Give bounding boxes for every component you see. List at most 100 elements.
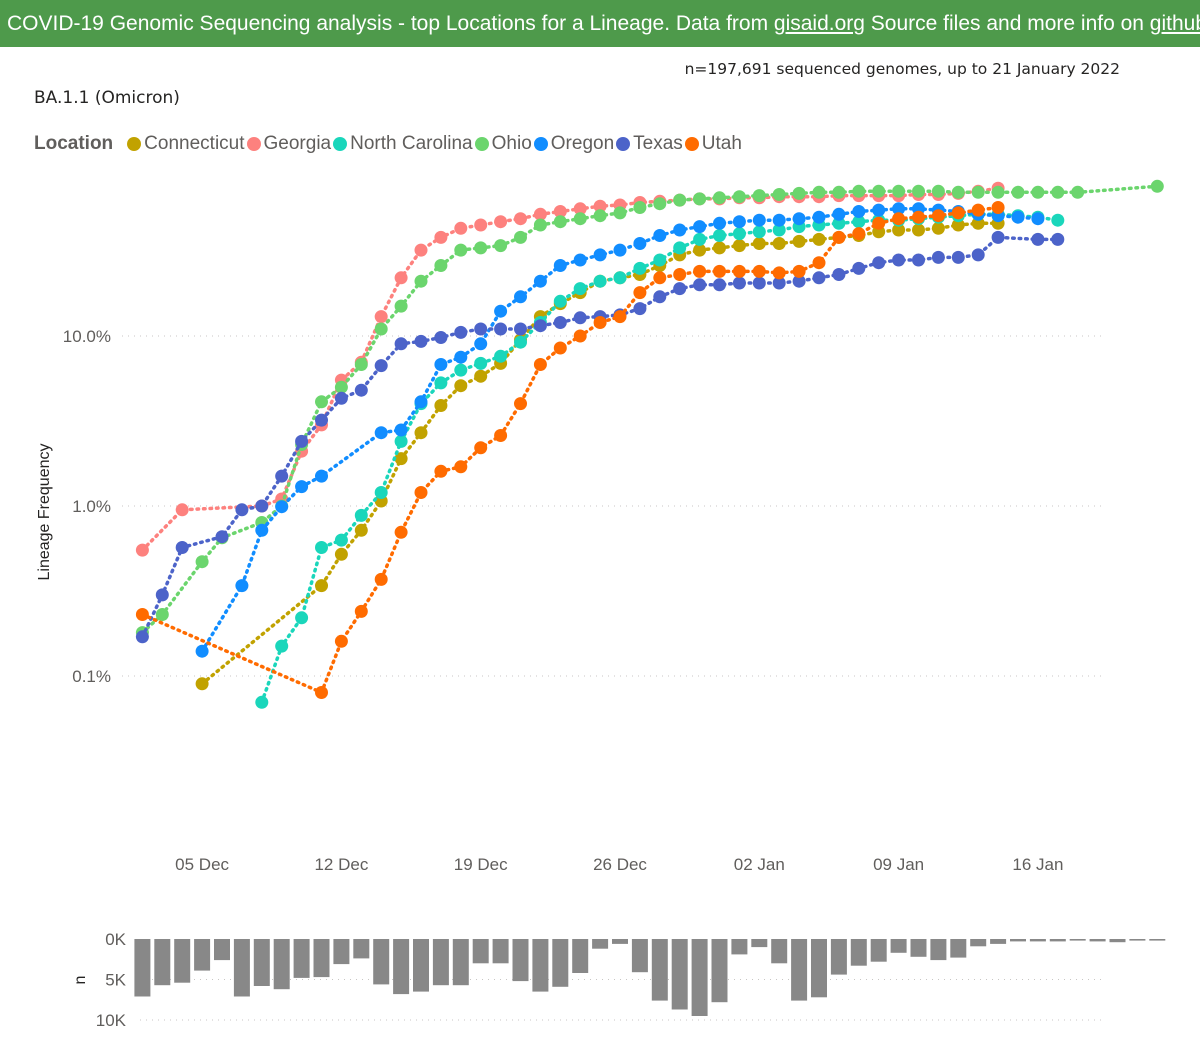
- count-bar[interactable]: [950, 939, 967, 958]
- data-point-utah[interactable]: [752, 264, 766, 278]
- count-bar[interactable]: [214, 939, 230, 961]
- data-point-oregon[interactable]: [832, 207, 846, 221]
- data-point-north-carolina[interactable]: [434, 376, 448, 390]
- data-point-ohio[interactable]: [673, 193, 687, 207]
- count-bar[interactable]: [333, 939, 350, 965]
- data-point-texas[interactable]: [494, 322, 508, 336]
- count-bar[interactable]: [751, 939, 768, 948]
- count-bar[interactable]: [1149, 939, 1166, 941]
- data-point-north-carolina[interactable]: [394, 434, 408, 448]
- data-point-texas[interactable]: [374, 359, 388, 373]
- data-point-north-carolina[interactable]: [573, 282, 587, 296]
- data-point-texas[interactable]: [514, 322, 527, 336]
- data-point-georgia[interactable]: [553, 205, 567, 218]
- data-point-texas[interactable]: [215, 530, 229, 544]
- data-point-texas[interactable]: [772, 276, 786, 290]
- data-point-north-carolina[interactable]: [295, 611, 309, 625]
- legend-item-connecticut[interactable]: Connecticut: [127, 133, 245, 155]
- legend-item-texas[interactable]: Texas: [616, 133, 683, 155]
- data-point-oregon[interactable]: [255, 523, 269, 537]
- data-point-ohio[interactable]: [414, 274, 428, 288]
- data-point-georgia[interactable]: [374, 310, 388, 324]
- data-point-texas[interactable]: [255, 499, 269, 513]
- data-point-oregon[interactable]: [772, 213, 786, 227]
- count-bar[interactable]: [651, 939, 668, 1001]
- data-point-georgia[interactable]: [434, 230, 448, 244]
- data-point-texas[interactable]: [275, 469, 289, 483]
- data-point-north-carolina[interactable]: [315, 541, 328, 554]
- data-point-utah[interactable]: [613, 310, 627, 324]
- data-point-ohio[interactable]: [155, 608, 169, 621]
- data-point-utah[interactable]: [832, 230, 846, 244]
- data-point-utah[interactable]: [394, 525, 408, 539]
- data-point-utah[interactable]: [653, 271, 667, 285]
- data-point-north-carolina[interactable]: [852, 215, 866, 229]
- data-point-ohio[interactable]: [971, 185, 985, 199]
- data-point-texas[interactable]: [434, 331, 448, 344]
- data-point-georgia[interactable]: [135, 543, 149, 557]
- data-point-texas[interactable]: [1051, 232, 1065, 246]
- data-point-north-carolina[interactable]: [653, 253, 667, 267]
- data-point-north-carolina[interactable]: [354, 508, 368, 522]
- data-point-texas[interactable]: [334, 391, 348, 405]
- data-point-texas[interactable]: [175, 541, 189, 554]
- data-point-ohio[interactable]: [752, 189, 766, 203]
- data-point-oregon[interactable]: [315, 469, 328, 483]
- data-point-ohio[interactable]: [593, 209, 607, 223]
- data-point-utah[interactable]: [593, 316, 607, 329]
- data-point-utah[interactable]: [872, 216, 886, 230]
- count-bar[interactable]: [552, 939, 569, 987]
- data-point-oregon[interactable]: [593, 248, 607, 262]
- data-point-texas[interactable]: [414, 334, 428, 348]
- data-point-connecticut[interactable]: [971, 216, 985, 230]
- data-point-utah[interactable]: [633, 286, 647, 300]
- data-point-oregon[interactable]: [553, 259, 567, 272]
- data-point-ohio[interactable]: [653, 197, 667, 211]
- data-point-utah[interactable]: [434, 464, 448, 478]
- data-point-texas[interactable]: [693, 278, 707, 292]
- data-point-georgia[interactable]: [394, 271, 408, 285]
- data-point-connecticut[interactable]: [912, 223, 925, 237]
- data-point-north-carolina[interactable]: [275, 639, 289, 653]
- data-point-texas[interactable]: [394, 337, 408, 351]
- count-bar[interactable]: [890, 939, 907, 953]
- data-point-texas[interactable]: [653, 290, 667, 304]
- data-point-texas[interactable]: [991, 230, 1005, 244]
- data-point-oregon[interactable]: [474, 337, 488, 351]
- count-bar[interactable]: [472, 939, 489, 964]
- data-point-north-carolina[interactable]: [732, 227, 746, 241]
- data-point-north-carolina[interactable]: [474, 356, 488, 370]
- data-point-connecticut[interactable]: [792, 234, 806, 248]
- count-bar[interactable]: [1049, 939, 1066, 942]
- data-point-ohio[interactable]: [334, 380, 348, 394]
- data-point-texas[interactable]: [474, 322, 488, 336]
- data-point-oregon[interactable]: [792, 212, 806, 226]
- data-point-oregon[interactable]: [573, 253, 587, 267]
- count-bar[interactable]: [791, 939, 808, 1001]
- data-point-utah[interactable]: [673, 268, 687, 281]
- data-point-connecticut[interactable]: [195, 677, 209, 691]
- data-point-ohio[interactable]: [195, 555, 209, 569]
- count-bar[interactable]: [572, 939, 589, 973]
- data-point-utah[interactable]: [334, 634, 348, 648]
- data-point-texas[interactable]: [354, 383, 368, 397]
- data-point-ohio[interactable]: [553, 215, 567, 229]
- data-point-ohio[interactable]: [315, 395, 328, 409]
- data-point-ohio[interactable]: [1011, 185, 1025, 199]
- data-point-ohio[interactable]: [812, 185, 826, 199]
- data-point-texas[interactable]: [713, 278, 726, 292]
- data-point-georgia[interactable]: [533, 207, 547, 221]
- data-point-oregon[interactable]: [812, 210, 826, 224]
- data-point-connecticut[interactable]: [951, 218, 965, 232]
- count-bar[interactable]: [293, 939, 310, 978]
- data-point-georgia[interactable]: [474, 218, 488, 232]
- data-point-georgia[interactable]: [175, 503, 189, 517]
- data-point-connecticut[interactable]: [434, 399, 448, 412]
- count-bar[interactable]: [970, 939, 987, 947]
- data-point-ohio[interactable]: [931, 184, 945, 198]
- data-point-utah[interactable]: [852, 227, 866, 241]
- data-point-texas[interactable]: [892, 253, 906, 267]
- data-point-utah[interactable]: [971, 203, 985, 217]
- count-bar[interactable]: [194, 939, 211, 971]
- data-point-utah[interactable]: [573, 329, 587, 343]
